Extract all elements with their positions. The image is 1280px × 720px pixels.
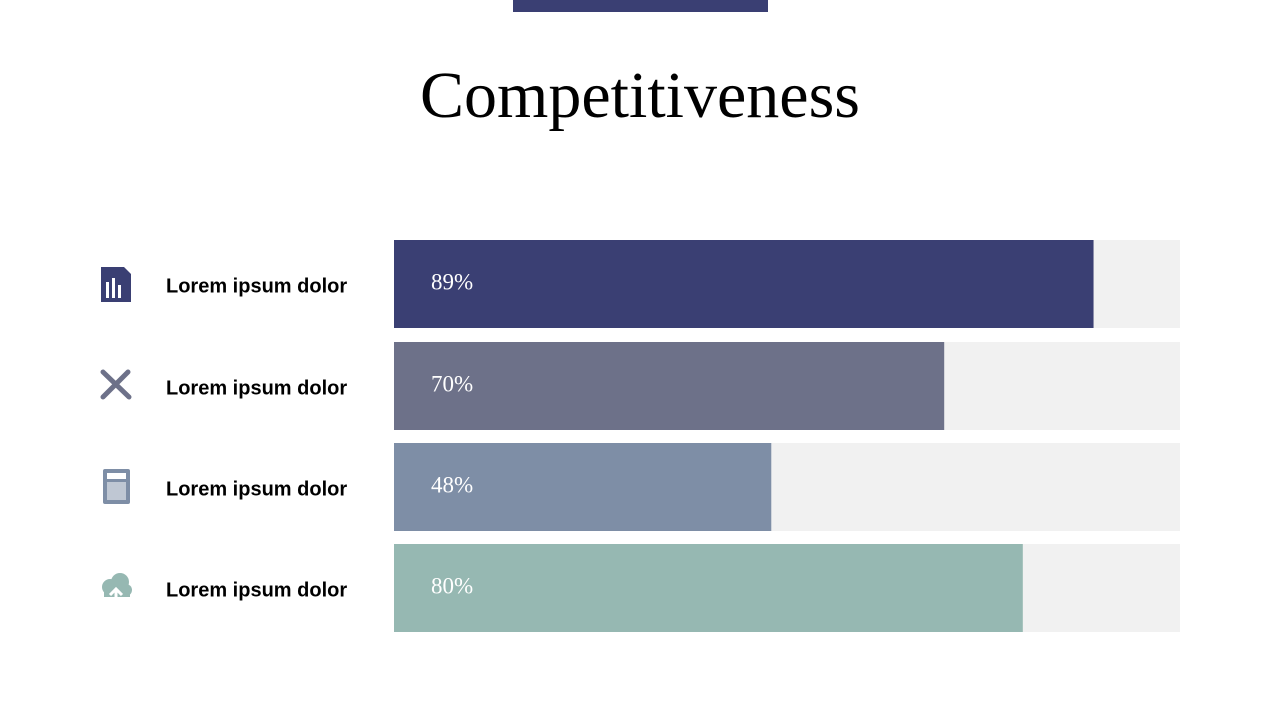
tools-icon	[100, 369, 132, 400]
category-label: Lorem ipsum dolor	[166, 579, 347, 601]
chart-title: Competitiveness	[420, 59, 860, 132]
icons	[100, 267, 132, 603]
bar	[394, 544, 1023, 632]
bar	[394, 240, 1094, 328]
value-label: 80%	[431, 573, 473, 598]
calculator-icon	[103, 469, 130, 504]
category-label: Lorem ipsum dolor	[166, 478, 347, 500]
value-label: 70%	[431, 371, 473, 396]
category-label: Lorem ipsum dolor	[166, 377, 347, 399]
report-icon	[101, 267, 131, 302]
bar	[394, 443, 772, 531]
category-label: Lorem ipsum dolor	[166, 275, 347, 297]
top-accent	[513, 0, 768, 12]
value-label: 48%	[431, 472, 473, 497]
cloud-upload-icon	[102, 573, 132, 603]
bar	[394, 342, 945, 430]
value-label: 89%	[431, 269, 473, 294]
